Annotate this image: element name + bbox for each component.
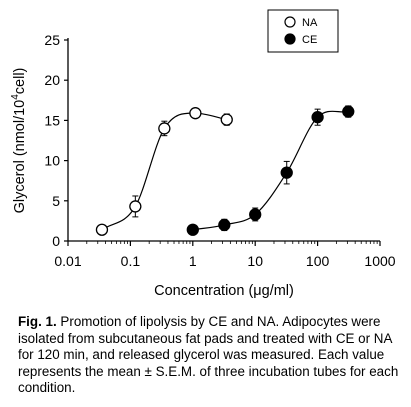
- axes: 0 5 10 15 20 25 0.01 0.1 1 10 100 1000 Concentration…: [10, 32, 396, 299]
- lipolysis-chart: 0 5 10 15 20 25 0.01 0.1 1 10 100 1000 Concentration…: [10, 9, 396, 299]
- data-marks: [95, 105, 355, 236]
- x-tick-label: 10: [247, 253, 263, 269]
- y-tick-label: 0: [52, 233, 60, 249]
- point-na: [189, 107, 202, 120]
- point-ce: [218, 218, 231, 232]
- point-ce: [186, 223, 199, 236]
- point-na: [158, 122, 171, 135]
- x-tick-label: 100: [306, 253, 330, 269]
- legend-box: [267, 9, 339, 53]
- figure-caption: Fig. 1. Promotion of lipolysis by CE and…: [18, 314, 402, 397]
- y-tick-label: 15: [44, 112, 60, 128]
- legend: NA CE: [267, 9, 339, 53]
- y-tick-label: 20: [44, 72, 60, 88]
- legend-marker-na: [284, 16, 296, 28]
- y-axis-title: Glycerol (nmol/104cell): [10, 68, 28, 214]
- curve-ce: [192, 110, 349, 231]
- point-na: [220, 113, 233, 126]
- legend-label-ce: CE: [302, 34, 317, 46]
- point-ce: [311, 111, 324, 124]
- x-tick-label: 1000: [364, 253, 395, 269]
- legend-marker-ce: [284, 33, 296, 45]
- y-tick-label: 10: [44, 153, 60, 169]
- x-tick-label: 0.1: [121, 253, 141, 269]
- legend-label-na: NA: [302, 17, 318, 29]
- caption-text: Promotion of lipolysis by CE and NA. Adi…: [18, 314, 399, 396]
- point-na: [129, 200, 142, 213]
- y-tick-label: 25: [44, 32, 60, 48]
- point-ce: [342, 105, 355, 118]
- y-tick-label: 5: [52, 193, 60, 209]
- fit-curves: [101, 110, 349, 231]
- point-ce: [249, 208, 262, 221]
- x-axis-title: Concentration (μg/ml): [154, 283, 294, 299]
- caption-label: Fig. 1.: [18, 314, 57, 329]
- x-tick-label: 0.01: [54, 253, 81, 269]
- x-tick-label: 1: [189, 253, 197, 269]
- point-ce: [280, 166, 293, 179]
- point-na: [95, 223, 109, 236]
